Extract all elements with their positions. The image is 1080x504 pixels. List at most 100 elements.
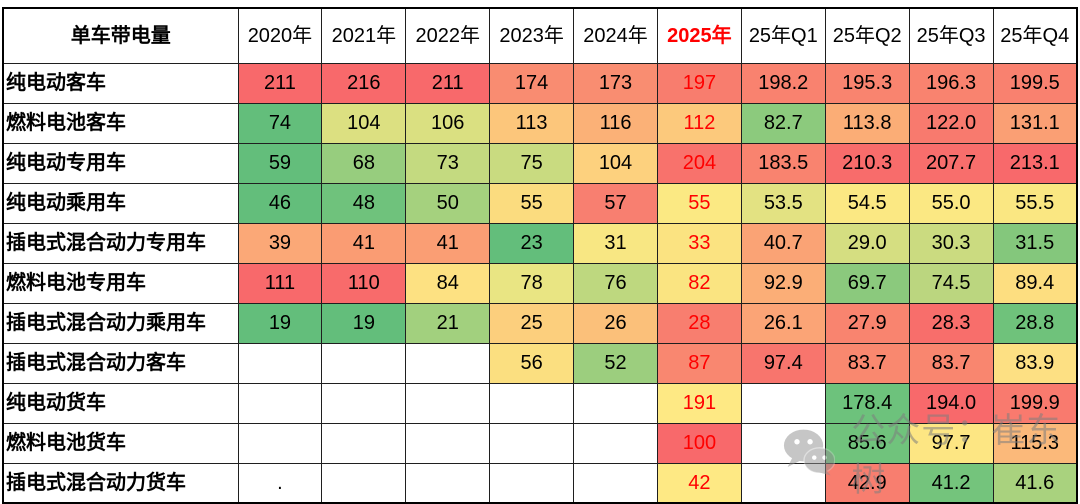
cell: 73: [405, 142, 491, 184]
table-row: 燃料电池货车 100 85.6 97.7 115.3: [2, 422, 1078, 464]
cell: 41.6: [992, 462, 1078, 504]
cell: 100: [656, 422, 742, 464]
row-label: 纯电动专用车: [2, 142, 239, 184]
column-header: 2020年: [237, 7, 323, 64]
cell: 28.3: [908, 302, 994, 344]
cell: 59: [237, 142, 323, 184]
column-header: 2023年: [489, 7, 575, 64]
cell: [573, 422, 658, 464]
column-header: 25年Q2: [824, 7, 910, 64]
column-header: 25年Q1: [740, 7, 826, 64]
cell: [321, 422, 407, 464]
cell: 19: [237, 302, 323, 344]
table-row: 纯电动客车 211 216 211 174 173 197 198.2 195.3 196.3 19…: [2, 62, 1078, 104]
cell: 46: [237, 182, 323, 224]
row-label: 插电式混合动力乘用车: [2, 302, 239, 344]
cell: 48: [321, 182, 407, 224]
cell: 19: [321, 302, 407, 344]
cell: [573, 462, 658, 504]
cell: 55.5: [992, 182, 1078, 224]
cell: 41: [321, 222, 407, 264]
cell: 97.7: [908, 422, 994, 464]
cell: [321, 342, 407, 384]
cell: 194.0: [908, 382, 994, 424]
row-label: 插电式混合动力货车: [2, 462, 239, 504]
cell: 195.3: [824, 62, 910, 104]
table-row: 插电式混合动力货车. 42 42.9 41.2 41.6: [2, 462, 1078, 504]
cell: 83.9: [992, 342, 1078, 384]
cell: .: [237, 462, 323, 504]
cell: [573, 382, 658, 424]
table-row: 燃料电池客车 74 104 106 113 116 112 82.7 113.8 122.0 131…: [2, 102, 1078, 144]
cell: 183.5: [740, 142, 826, 184]
cell: 199.5: [992, 62, 1078, 104]
cell: 89.4: [992, 262, 1078, 304]
cell: 196.3: [908, 62, 994, 104]
cell: 68: [321, 142, 407, 184]
table-row: 纯电动货车 191 178.4 194.0 199.9: [2, 382, 1078, 424]
cell: 82: [656, 262, 742, 304]
cell: 116: [573, 102, 658, 144]
cell: 111: [237, 262, 323, 304]
cell: 173: [573, 62, 658, 104]
cell: [489, 422, 575, 464]
cell: [321, 462, 407, 504]
table-row: 插电式混合动力客车 56 52 87 97.4 83.7 83.7 83.9: [2, 342, 1078, 384]
cell: 113.8: [824, 102, 910, 144]
cell: 207.7: [908, 142, 994, 184]
cell: [237, 382, 323, 424]
cell: 27.9: [824, 302, 910, 344]
cell: 56: [489, 342, 575, 384]
cell: [405, 382, 491, 424]
cell: 50: [405, 182, 491, 224]
cell: 83.7: [908, 342, 994, 384]
cell: [740, 462, 826, 504]
cell: 211: [237, 62, 323, 104]
cell: 26: [573, 302, 658, 344]
row-label: 插电式混合动力专用车: [2, 222, 239, 264]
cell: 74.5: [908, 262, 994, 304]
cell: 23: [489, 222, 575, 264]
cell: 57: [573, 182, 658, 224]
cell: 213.1: [992, 142, 1078, 184]
cell: 174: [489, 62, 575, 104]
cell: [489, 382, 575, 424]
cell: 113: [489, 102, 575, 144]
cell: 75: [489, 142, 575, 184]
cell: 26.1: [740, 302, 826, 344]
cell: 39: [237, 222, 323, 264]
cell: [740, 382, 826, 424]
cell: 30.3: [908, 222, 994, 264]
cell: 178.4: [824, 382, 910, 424]
table-title: 单车带电量: [2, 7, 239, 64]
cell: 197: [656, 62, 742, 104]
cell: 33: [656, 222, 742, 264]
cell: 83.7: [824, 342, 910, 384]
cell: 204: [656, 142, 742, 184]
cell: 92.9: [740, 262, 826, 304]
cell: 97.4: [740, 342, 826, 384]
cell: 112: [656, 102, 742, 144]
cell: 42: [656, 462, 742, 504]
cell: 55: [656, 182, 742, 224]
cell: 216: [321, 62, 407, 104]
cell: 76: [573, 262, 658, 304]
cell: [405, 422, 491, 464]
cell: 40.7: [740, 222, 826, 264]
cell: 82.7: [740, 102, 826, 144]
cell: 54.5: [824, 182, 910, 224]
cell: 191: [656, 382, 742, 424]
cell: 104: [321, 102, 407, 144]
cell: [489, 462, 575, 504]
row-label: 燃料电池货车: [2, 422, 239, 464]
cell: 211: [405, 62, 491, 104]
cell: 41.2: [908, 462, 994, 504]
cell: 131.1: [992, 102, 1078, 144]
cell: [740, 422, 826, 464]
table-row: 插电式混合动力乘用车 19 19 21 25 26 28 26.1 27.9 28.3 28.8: [2, 302, 1078, 344]
cell: 55: [489, 182, 575, 224]
cell: 69.7: [824, 262, 910, 304]
row-label: 燃料电池专用车: [2, 262, 239, 304]
cell: 74: [237, 102, 323, 144]
column-header: 2024年: [573, 7, 658, 64]
